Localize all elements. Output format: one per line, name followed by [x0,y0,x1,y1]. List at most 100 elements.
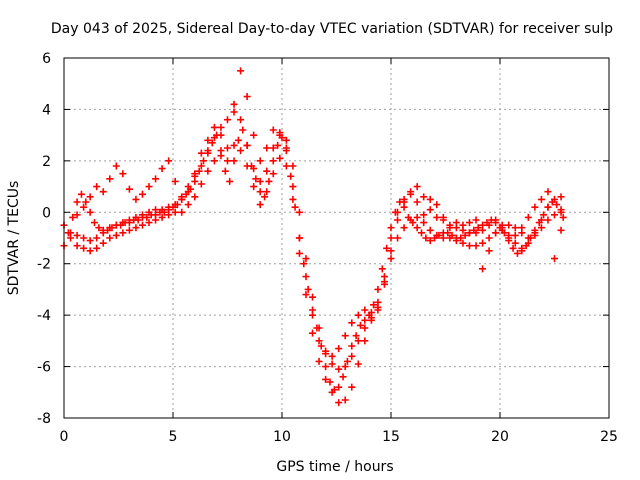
data-point [400,195,408,203]
data-point [470,226,478,234]
data-point [537,195,545,203]
data-point [522,242,530,250]
data-point [64,229,72,237]
data-point [276,154,284,162]
data-point [343,357,351,365]
data-point [119,170,127,178]
data-point [282,136,290,144]
data-point [252,175,260,183]
data-point [217,147,225,155]
data-point [106,234,114,242]
data-point [158,213,166,221]
data-point [452,219,460,227]
data-point [165,157,173,165]
data-point [197,149,205,157]
data-point [125,219,133,227]
data-point [511,231,519,239]
data-point [250,131,258,139]
series-track-D [60,126,567,394]
data-point [82,198,90,206]
data-point [513,249,521,257]
data-point [250,183,258,191]
data-point [171,208,179,216]
data-point [145,219,153,227]
data-point [263,167,271,175]
data-point [492,219,500,227]
data-point [535,219,543,227]
data-point [328,360,336,368]
data-point [509,244,517,252]
data-point [431,234,439,242]
data-point [361,337,369,345]
data-point [483,219,491,227]
data-point [348,342,356,350]
y-tick-label: -8 [37,411,51,427]
data-point [335,345,343,353]
data-point [557,206,565,214]
data-point [80,234,88,242]
data-point [108,224,116,232]
data-point [557,193,565,201]
data-point [341,396,349,404]
data-point [119,229,127,237]
data-point [341,363,349,371]
data-point [426,195,434,203]
data-point [559,213,567,221]
data-point [544,203,552,211]
data-point [341,332,349,340]
data-point [380,273,388,281]
data-point [518,224,526,232]
data-point [413,183,421,191]
y-tick-label: 6 [42,51,51,67]
data-point [243,93,251,101]
data-point [407,190,415,198]
data-points [60,67,567,407]
data-point [472,216,480,224]
data-point [291,203,299,211]
x-tick-label: 15 [382,429,400,445]
data-point [69,213,77,221]
data-point [234,136,242,144]
plot-frame [63,57,610,419]
data-point [289,162,297,170]
data-point [263,188,271,196]
data-point [317,342,325,350]
data-point [479,239,487,247]
data-point [426,237,434,245]
data-point [413,213,421,221]
data-point [404,213,412,221]
data-point [315,337,323,345]
data-point [492,229,500,237]
data-point [387,255,395,263]
data-point [112,231,120,239]
x-tick-label: 5 [169,429,178,445]
data-point [278,134,286,142]
data-point [348,352,356,360]
data-point [134,216,142,224]
data-point [145,183,153,191]
data-point [230,100,238,108]
data-point [352,332,360,340]
data-point [370,301,378,309]
data-point [400,203,408,211]
x-tick-label: 10 [273,429,291,445]
data-point [200,157,208,165]
data-point [361,306,369,314]
data-point [309,293,317,301]
data-point [138,190,146,198]
data-point [197,162,205,170]
data-point [274,141,282,149]
data-point [540,211,548,219]
data-point [465,229,473,237]
data-point [80,244,88,252]
data-point [226,177,234,185]
data-point [409,219,417,227]
y-tick-label: -2 [37,257,51,273]
data-point [365,311,373,319]
data-point [282,147,290,155]
data-point [91,219,99,227]
data-point [256,188,264,196]
data-point [413,198,421,206]
data-point [302,255,310,263]
